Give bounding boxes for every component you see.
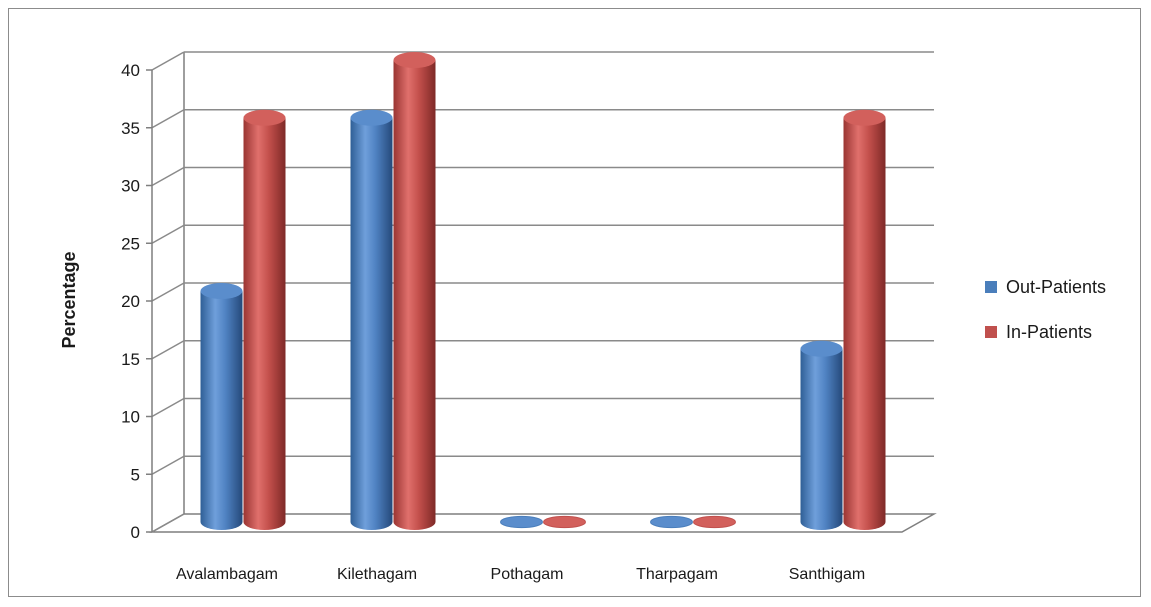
y-tick-label: 20: [121, 292, 140, 311]
legend-label: Out-Patients: [1006, 277, 1106, 297]
y-tick-label: 0: [131, 523, 140, 542]
bar-in-patients: [393, 52, 436, 530]
y-tick-label: 10: [121, 408, 140, 427]
bar-out-patients: [500, 515, 543, 529]
y-tick-label: 15: [121, 350, 140, 369]
gridline-depth: [151, 109, 185, 129]
gridline-depth: [151, 340, 185, 360]
y-axis: 0 5 10 15 20 25 30 35 40: [121, 61, 153, 542]
bar-in-patients: [843, 109, 886, 530]
bar-out-patients: [800, 340, 843, 530]
y-axis-label: Percentage: [59, 251, 79, 348]
bar-in-patients: [543, 515, 586, 529]
y-tick-label: 25: [121, 234, 140, 253]
gridline-depth: [151, 513, 185, 533]
y-tick-label: 5: [131, 465, 140, 484]
bar-in-patients: [243, 109, 286, 530]
legend-swatch: [985, 326, 997, 338]
x-tick-label: Santhigam: [789, 566, 866, 583]
x-tick-label: Avalambagam: [176, 566, 278, 583]
gridline-depth: [151, 51, 185, 71]
x-tick-label: Tharpagam: [636, 566, 718, 583]
legend-swatch: [985, 281, 997, 293]
x-tick-label: Pothagam: [491, 566, 564, 583]
y-tick-label: 30: [121, 177, 140, 196]
chart-frame: [8, 8, 1141, 597]
gridline-depth: [151, 166, 185, 187]
legend: Out-Patients In-Patients: [985, 277, 1106, 342]
bar-out-patients: [650, 515, 693, 529]
gridline-depth: [151, 282, 185, 302]
gridline-depth: [151, 455, 185, 475]
bar-out-patients: [350, 109, 393, 530]
gridline-depth: [151, 224, 185, 244]
bar-out-patients: [200, 283, 243, 530]
legend-label: In-Patients: [1006, 322, 1092, 342]
gridline-depth: [151, 397, 185, 418]
bar-in-patients: [693, 515, 736, 529]
x-tick-label: Kilethagam: [337, 566, 417, 583]
y-tick-label: 35: [121, 119, 140, 138]
bars: [200, 52, 886, 530]
x-axis-labels: Avalambagam Kilethagam Pothagam Tharpagam Sa…: [176, 566, 865, 583]
y-tick-label: 40: [121, 61, 140, 80]
